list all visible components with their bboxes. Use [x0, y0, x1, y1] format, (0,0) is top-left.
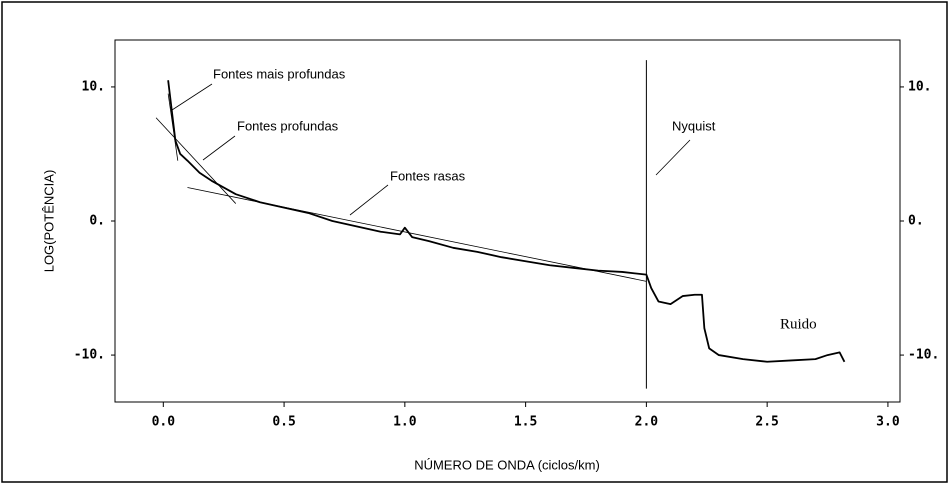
annotation: Ruido — [780, 316, 817, 332]
annotation: Fontes profundas — [237, 118, 339, 133]
fit-line — [155, 117, 237, 204]
y-tick-label: 0. — [89, 214, 105, 229]
annotation: Nyquist — [672, 118, 716, 133]
y2-tick-label: -10. — [908, 348, 939, 363]
annotation-pointer — [655, 139, 691, 176]
annotation-pointer — [349, 184, 389, 216]
y2-tick-label: 0. — [908, 214, 924, 229]
spectrum-line — [167, 80, 846, 363]
fit-line — [167, 93, 179, 161]
y2-tick-label: 10. — [908, 79, 931, 94]
x-tick-label: 3.0 — [876, 415, 900, 430]
y-axis-label: LOG(POTÊNCIA) — [41, 170, 56, 273]
x-tick-label: 1.5 — [514, 415, 537, 430]
y-tick-label: 10. — [82, 79, 105, 94]
x-tick-label: 0.0 — [152, 415, 176, 430]
annotation: Fontes mais profundas — [213, 66, 346, 81]
x-tick-label: 2.5 — [755, 415, 778, 430]
x-tick-label: 1.0 — [393, 415, 417, 430]
y-tick-label: -10. — [74, 348, 105, 363]
fit-line — [187, 187, 647, 282]
annotation-pointer — [202, 135, 236, 161]
annotation: Fontes rasas — [390, 168, 466, 183]
x-tick-label: 0.5 — [272, 415, 295, 430]
x-tick-label: 2.0 — [635, 415, 659, 430]
plot-frame — [114, 39, 901, 403]
annotation-pointer — [171, 83, 213, 111]
x-axis-label: NÚMERO DE ONDA (ciclos/km) — [414, 457, 600, 472]
